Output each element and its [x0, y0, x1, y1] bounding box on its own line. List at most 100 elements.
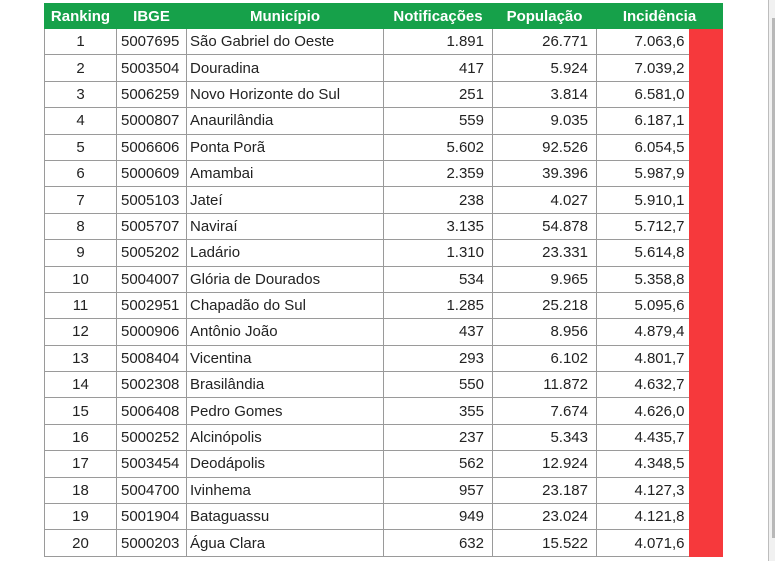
cell-populacao: 15.522	[492, 529, 597, 557]
cell-notificacoes: 417	[383, 54, 493, 82]
cell-ibge: 5000807	[116, 107, 187, 135]
cell-populacao: 23.024	[492, 503, 597, 531]
cell-notificacoes: 238	[383, 186, 493, 214]
cell-municipio: Água Clara	[186, 529, 384, 557]
table-row: 10 5004007 Glória de Dourados 534 9.965 5.358…	[44, 265, 723, 293]
table-row: 12 5000906 Antônio João 437 8.956 4.879,4	[44, 318, 723, 346]
page-scroll-edge	[768, 0, 775, 561]
cell-ibge: 5004700	[116, 476, 187, 505]
table-row: 14 5002308 Brasilândia 550 11.872 4.632,7	[44, 371, 723, 399]
cell-ranking: 5	[44, 133, 117, 161]
cell-populacao: 7.674	[492, 397, 597, 425]
cell-ranking: 19	[44, 503, 117, 531]
cell-incidencia: 4.632,7	[596, 371, 689, 399]
header-notificacoes: Notificações	[383, 3, 493, 29]
cell-municipio: Amambai	[186, 159, 384, 188]
incidence-flag-marker	[688, 159, 723, 188]
cell-populacao: 6.102	[492, 344, 597, 373]
cell-ibge: 5006259	[116, 80, 187, 109]
cell-incidencia: 6.054,5	[596, 133, 689, 161]
cell-populacao: 3.814	[492, 80, 597, 109]
cell-incidencia: 5.614,8	[596, 239, 689, 267]
cell-municipio: Deodápolis	[186, 450, 384, 478]
cell-notificacoes: 1.285	[383, 291, 493, 320]
incidence-ranking-table: Ranking IBGE Município Notificações Popu…	[44, 3, 723, 557]
cell-incidencia: 4.626,0	[596, 397, 689, 425]
cell-municipio: Douradina	[186, 54, 384, 82]
table-row: 11 5002951 Chapadão do Sul 1.285 25.218 5.095…	[44, 291, 723, 320]
cell-populacao: 5.343	[492, 423, 597, 452]
cell-municipio: Anaurilândia	[186, 107, 384, 135]
cell-incidencia: 5.358,8	[596, 265, 689, 293]
incidence-flag-marker	[688, 397, 723, 425]
cell-populacao: 39.396	[492, 159, 597, 188]
cell-populacao: 12.924	[492, 450, 597, 478]
cell-municipio: Ivinhema	[186, 476, 384, 505]
cell-municipio: Jateí	[186, 186, 384, 214]
table-row: 9 5005202 Ladário 1.310 23.331 5.614,8	[44, 239, 723, 267]
cell-incidencia: 4.879,4	[596, 318, 689, 346]
cell-notificacoes: 534	[383, 265, 493, 293]
cell-incidencia: 7.063,6	[596, 27, 689, 56]
cell-ranking: 12	[44, 318, 117, 346]
table-row: 13 5008404 Vicentina 293 6.102 4.801,7	[44, 344, 723, 373]
incidence-flag-marker	[688, 107, 723, 135]
cell-notificacoes: 559	[383, 107, 493, 135]
cell-populacao: 5.924	[492, 54, 597, 82]
cell-ranking: 13	[44, 344, 117, 373]
cell-ranking: 6	[44, 159, 117, 188]
cell-notificacoes: 1.891	[383, 27, 493, 56]
cell-notificacoes: 355	[383, 397, 493, 425]
incidence-flag-marker	[688, 54, 723, 82]
cell-municipio: Chapadão do Sul	[186, 291, 384, 320]
cell-incidencia: 5.712,7	[596, 212, 689, 241]
cell-populacao: 8.956	[492, 318, 597, 346]
cell-incidencia: 6.581,0	[596, 80, 689, 109]
header-incidencia: Incidência	[596, 3, 723, 29]
incidence-flag-marker	[688, 529, 723, 557]
cell-populacao: 26.771	[492, 27, 597, 56]
cell-notificacoes: 632	[383, 529, 493, 557]
cell-populacao: 4.027	[492, 186, 597, 214]
cell-ibge: 5004007	[116, 265, 187, 293]
cell-ranking: 20	[44, 529, 117, 557]
header-ranking: Ranking	[44, 3, 117, 29]
cell-ranking: 8	[44, 212, 117, 241]
header-municipio: Município	[186, 3, 384, 29]
cell-populacao: 92.526	[492, 133, 597, 161]
cell-notificacoes: 237	[383, 423, 493, 452]
table-row: 8 5005707 Naviraí 3.135 54.878 5.712,7	[44, 212, 723, 241]
table-row: 2 5003504 Douradina 417 5.924 7.039,2	[44, 54, 723, 82]
cell-ranking: 11	[44, 291, 117, 320]
cell-municipio: Antônio João	[186, 318, 384, 346]
cell-notificacoes: 293	[383, 344, 493, 373]
incidence-flag-marker	[688, 423, 723, 452]
table-row: 6 5000609 Amambai 2.359 39.396 5.987,9	[44, 159, 723, 188]
incidence-flag-marker	[688, 371, 723, 399]
cell-ibge: 5003504	[116, 54, 187, 82]
cell-notificacoes: 550	[383, 371, 493, 399]
cell-ibge: 5007695	[116, 27, 187, 56]
cell-populacao: 9.035	[492, 107, 597, 135]
cell-populacao: 25.218	[492, 291, 597, 320]
cell-municipio: Ponta Porã	[186, 133, 384, 161]
table-row: 5 5006606 Ponta Porã 5.602 92.526 6.054,5	[44, 133, 723, 161]
incidence-flag-marker	[688, 133, 723, 161]
cell-ibge: 5000203	[116, 529, 187, 557]
incidence-flag-marker	[688, 503, 723, 531]
incidence-flag-marker	[688, 212, 723, 241]
cell-ranking: 18	[44, 476, 117, 505]
cell-ranking: 9	[44, 239, 117, 267]
cell-incidencia: 4.127,3	[596, 476, 689, 505]
cell-municipio: Vicentina	[186, 344, 384, 373]
incidence-flag-marker	[688, 80, 723, 109]
table-row: 17 5003454 Deodápolis 562 12.924 4.348,5	[44, 450, 723, 478]
cell-ibge: 5006408	[116, 397, 187, 425]
incidence-flag-marker	[688, 27, 723, 56]
incidence-flag-marker	[688, 239, 723, 267]
table-row: 7 5005103 Jateí 238 4.027 5.910,1	[44, 186, 723, 214]
table-row: 16 5000252 Alcinópolis 237 5.343 4.435,7	[44, 423, 723, 452]
cell-ibge: 5001904	[116, 503, 187, 531]
cell-municipio: Alcinópolis	[186, 423, 384, 452]
cell-ibge: 5008404	[116, 344, 187, 373]
